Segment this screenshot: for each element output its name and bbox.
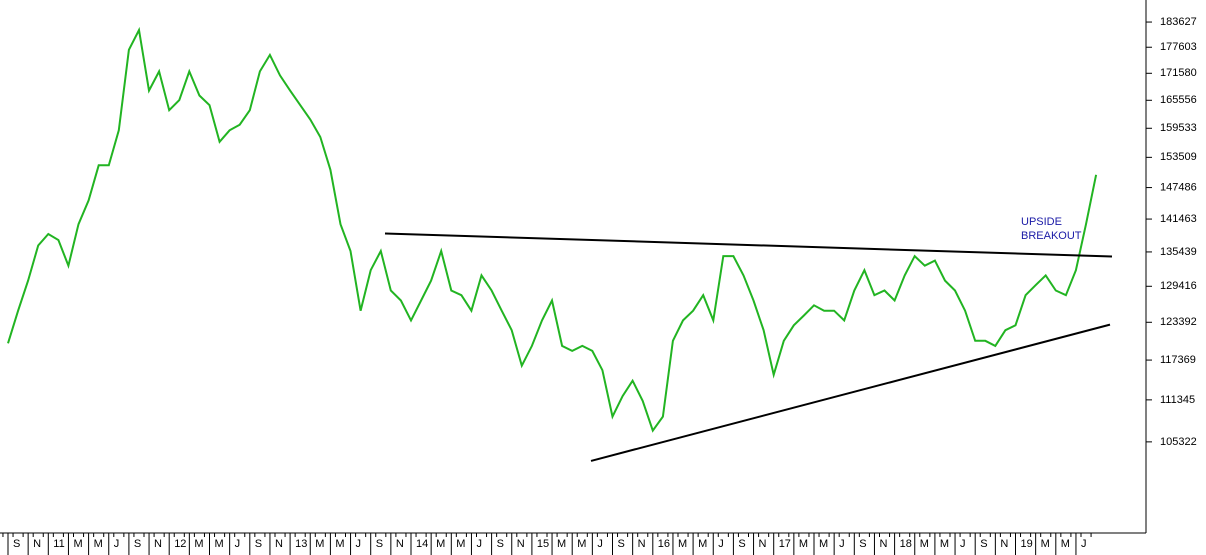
y-tick-label: 147486 (1160, 181, 1197, 193)
x-tick-label: S (376, 538, 383, 550)
x-tick-label: S (738, 538, 745, 550)
y-tick-label: 165556 (1160, 94, 1197, 106)
x-tick-label: J (839, 538, 845, 550)
x-tick-label: N (759, 538, 767, 550)
x-tick-label: M (73, 538, 82, 550)
x-tick-label: J (1081, 538, 1087, 550)
x-tick-label: 17 (779, 538, 791, 550)
x-tick-label: 13 (295, 538, 307, 550)
x-tick-label: J (476, 538, 482, 550)
y-tick-label: 117369 (1160, 354, 1196, 366)
x-tick-label: S (134, 538, 141, 550)
x-tick-label: M (819, 538, 828, 550)
x-tick-label: M (799, 538, 808, 550)
price-line (7, 26, 1098, 433)
y-tick-label: 141463 (1160, 213, 1197, 225)
y-tick-label: 159533 (1160, 122, 1197, 134)
x-tick-label: M (194, 538, 203, 550)
x-tick-label: S (859, 538, 866, 550)
x-tick-label: N (33, 538, 41, 550)
annotation: UPSIDE BREAKOUT (1021, 216, 1082, 242)
x-tick-label: S (497, 538, 504, 550)
x-tick-label: M (678, 538, 687, 550)
x-tick-label: 12 (174, 538, 186, 550)
x-tick-label: N (154, 538, 162, 550)
x-tick-label: J (718, 538, 724, 550)
y-tick-label: 135439 (1160, 246, 1197, 258)
x-tick-label: N (517, 538, 525, 550)
x-tick-label: 15 (537, 538, 549, 550)
y-tick-label: 105322 (1160, 436, 1197, 448)
x-tick-label: M (436, 538, 445, 550)
y-tick-label: 171580 (1160, 67, 1197, 79)
y-tick-label: 153509 (1160, 151, 1197, 163)
x-tick-label: M (94, 538, 103, 550)
x-tick-label: S (618, 538, 625, 550)
x-tick-label: M (1041, 538, 1050, 550)
x-tick-label: 11 (53, 538, 64, 550)
x-tick-label: J (597, 538, 603, 550)
x-tick-label: M (698, 538, 707, 550)
x-tick-label: M (215, 538, 224, 550)
x-tick-label: 18 (900, 538, 912, 550)
x-tick-label: J (114, 538, 120, 550)
trend-line (384, 232, 1113, 258)
x-tick-label: N (1000, 538, 1008, 550)
y-tick-label: 183627 (1160, 16, 1197, 28)
y-tick-label: 111345 (1160, 394, 1195, 406)
y-tick-label: 177603 (1160, 41, 1197, 53)
x-tick-label: J (960, 538, 966, 550)
x-tick-label: J (235, 538, 241, 550)
x-tick-label: N (275, 538, 283, 550)
x-tick-label: M (577, 538, 586, 550)
x-tick-label: 14 (416, 538, 428, 550)
x-tick-label: S (980, 538, 987, 550)
x-tick-label: M (1061, 538, 1070, 550)
x-tick-label: M (557, 538, 566, 550)
x-tick-label: N (638, 538, 646, 550)
x-tick-label: M (920, 538, 929, 550)
x-tick-label: M (315, 538, 324, 550)
y-tick-label: 123392 (1160, 316, 1197, 328)
x-tick-label: M (335, 538, 344, 550)
trend-line (590, 323, 1111, 462)
x-tick-label: J (356, 538, 362, 550)
x-tick-label: N (879, 538, 887, 550)
y-tick-label: 129416 (1160, 280, 1197, 292)
x-tick-label: 16 (658, 538, 670, 550)
x-tick-label: M (456, 538, 465, 550)
x-tick-label: N (396, 538, 404, 550)
x-tick-label: S (13, 538, 20, 550)
x-tick-label: M (940, 538, 949, 550)
x-tick-label: 19 (1021, 538, 1033, 550)
x-tick-label: S (255, 538, 262, 550)
